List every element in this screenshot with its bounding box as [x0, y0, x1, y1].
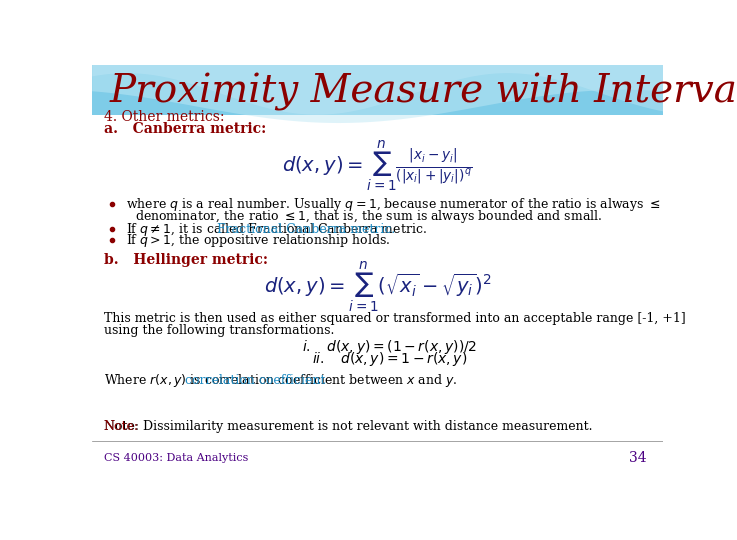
Text: $d(x, y) = \sum_{i=1}^{n} \frac{|x_i - y_i|}{(|x_i| + |y_i|)^q}$: $d(x, y) = \sum_{i=1}^{n} \frac{|x_i - y… [282, 139, 473, 194]
FancyBboxPatch shape [92, 65, 663, 114]
Text: correlation coefficient: correlation coefficient [185, 374, 326, 387]
Text: Where $r(x, y)$ is correlation coefficient between $x$ and $y$.: Where $r(x, y)$ is correlation coefficie… [103, 372, 457, 389]
Polygon shape [92, 44, 663, 123]
Text: Note:: Note: [103, 420, 139, 433]
Text: 4. Other metrics:: 4. Other metrics: [103, 110, 224, 124]
Text: where $q$ is a real number. Usually $q = 1$, because numerator of the ratio is a: where $q$ is a real number. Usually $q =… [127, 195, 661, 213]
Text: If $q \neq 1$, it is called Fractional Canberra metric.: If $q \neq 1$, it is called Fractional C… [127, 220, 427, 238]
Text: If $q > 1$, the oppositive relationship holds.: If $q > 1$, the oppositive relationship … [127, 232, 391, 249]
Text: denominator, the ratio $\leq 1$, that is, the sum is always bounded and small.: denominator, the ratio $\leq 1$, that is… [135, 208, 602, 225]
Text: Proximity Measure with Interval Scale: Proximity Measure with Interval Scale [109, 73, 737, 111]
Text: CS 40003: Data Analytics: CS 40003: Data Analytics [103, 453, 248, 463]
Text: This metric is then used as either squared or transformed into an acceptable ran: This metric is then used as either squar… [103, 312, 685, 325]
Polygon shape [92, 44, 663, 114]
Text: Fractional Canberra metric.: Fractional Canberra metric. [217, 222, 395, 235]
Text: using the following transformations.: using the following transformations. [103, 323, 334, 336]
Text: $i. \quad d(x, y) = (1 - r(x, y))/2$: $i. \quad d(x, y) = (1 - r(x, y))/2$ [301, 338, 477, 356]
Text: 34: 34 [629, 451, 646, 465]
Text: b.   Hellinger metric:: b. Hellinger metric: [103, 253, 268, 267]
Text: a.   Canberra metric:: a. Canberra metric: [103, 122, 266, 136]
Text: $d(x, y) = \sum_{i=1}^{n} (\sqrt{x_i} - \sqrt{y_i})^2$: $d(x, y) = \sum_{i=1}^{n} (\sqrt{x_i} - … [264, 260, 492, 315]
Text: $ii. \quad d(x, y) = 1 - r(x, y)$: $ii. \quad d(x, y) = 1 - r(x, y)$ [312, 350, 467, 368]
Text: Note: Dissimilarity measurement is not relevant with distance measurement.: Note: Dissimilarity measurement is not r… [103, 420, 592, 433]
